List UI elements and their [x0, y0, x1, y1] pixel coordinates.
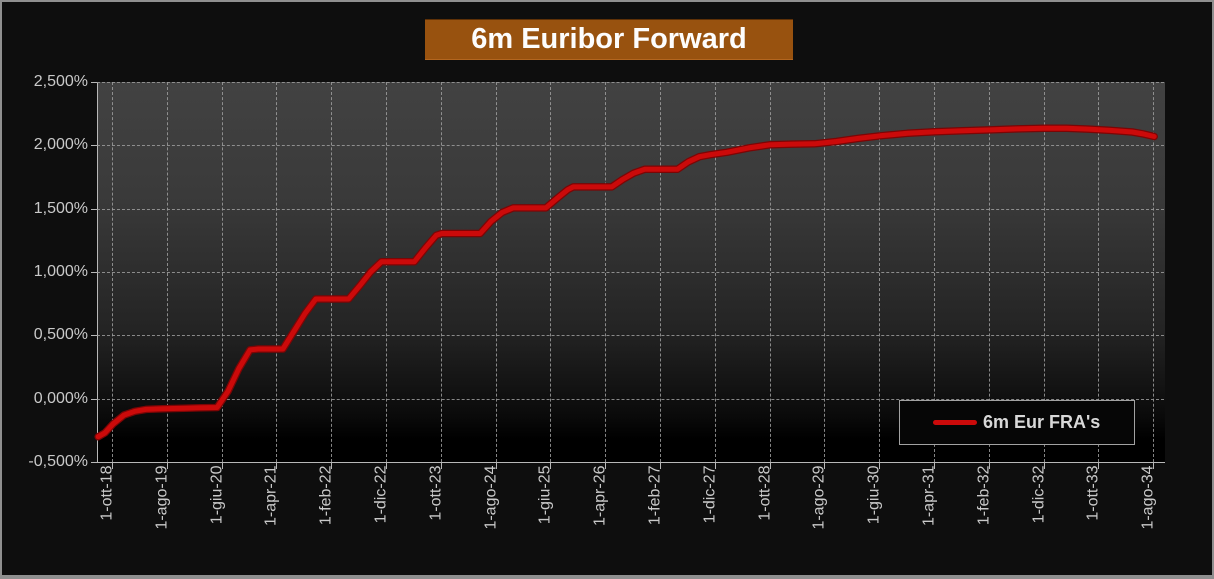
x-axis-tick-label: 1-dic-32 — [1030, 465, 1048, 524]
y-tick-mark — [91, 208, 97, 210]
x-tick-mark — [276, 463, 278, 469]
x-gridline — [605, 82, 607, 462]
x-gridline — [879, 82, 881, 462]
y-gridline — [97, 398, 1164, 400]
x-axis-tick-label: 1-feb-27 — [646, 465, 664, 526]
x-axis-tick-label: 1-ago-29 — [810, 465, 828, 530]
x-tick-mark — [1153, 463, 1155, 469]
x-gridline — [660, 82, 661, 462]
x-axis-tick-label: 1-giu-25 — [536, 465, 554, 525]
x-tick-mark — [660, 463, 661, 469]
x-gridline — [112, 82, 113, 462]
x-axis-tick-label: 1-dic-27 — [701, 465, 719, 524]
y-tick-mark — [91, 398, 97, 400]
y-axis-tick-label: 0,000% — [33, 389, 88, 407]
x-tick-mark — [331, 463, 333, 469]
x-tick-mark — [824, 463, 826, 469]
x-axis-tick-label: 1-ott-33 — [1084, 465, 1102, 521]
y-tick-mark — [91, 272, 97, 273]
x-tick-mark — [605, 463, 607, 469]
x-axis-tick-label: 1-ott-23 — [427, 465, 445, 521]
y-axis-tick-label: 1,500% — [33, 199, 88, 217]
x-axis-tick-label: 1-ago-24 — [482, 465, 500, 530]
y-axis-tick-label: 0,500% — [33, 326, 88, 344]
x-tick-mark — [988, 463, 990, 469]
x-axis-tick-label: 1-apr-31 — [920, 465, 938, 526]
x-gridline — [166, 82, 168, 462]
legend-box: 6m Eur FRA's — [899, 400, 1135, 445]
y-gridline — [97, 82, 1164, 83]
x-gridline — [276, 82, 278, 462]
x-gridline — [221, 82, 223, 462]
chart-title: 6m Euribor Forward — [425, 19, 793, 60]
x-tick-mark — [386, 463, 387, 469]
x-gridline — [769, 82, 771, 462]
x-tick-mark — [440, 463, 442, 469]
x-gridline — [1043, 82, 1045, 462]
x-tick-mark — [550, 463, 552, 469]
y-gridline — [97, 272, 1164, 273]
y-gridline — [97, 208, 1164, 210]
x-gridline — [1098, 82, 1100, 462]
x-gridline — [495, 82, 497, 462]
x-tick-mark — [769, 463, 771, 469]
y-axis-tick-label: -0,500% — [28, 453, 88, 470]
x-gridline — [550, 82, 552, 462]
series-line-6m-eur-fras — [94, 124, 1158, 441]
x-tick-mark — [1043, 463, 1045, 469]
x-gridline — [714, 82, 716, 462]
x-axis-tick-label: 1-ott-28 — [756, 465, 774, 521]
chart-title-text: 6m Euribor Forward — [471, 23, 747, 55]
x-axis-tick-label: 1-dic-22 — [372, 465, 390, 524]
x-gridline — [988, 82, 990, 462]
y-axis-tick-label: 1,000% — [33, 263, 88, 280]
y-tick-mark — [91, 335, 97, 337]
x-gridline — [386, 82, 387, 462]
x-tick-mark — [879, 463, 881, 469]
legend-line-sample — [933, 420, 977, 425]
x-axis-tick-label: 1-giu-30 — [865, 465, 883, 525]
x-axis-tick-label: 1-feb-22 — [317, 465, 335, 526]
y-tick-mark — [91, 145, 97, 147]
x-axis-tick-label: 1-feb-32 — [975, 465, 993, 526]
x-gridline — [331, 82, 333, 462]
y-tick-mark — [91, 82, 97, 83]
x-tick-mark — [166, 463, 168, 469]
x-tick-mark — [112, 463, 113, 469]
y-gridline — [97, 145, 1164, 147]
legend-label: 6m Eur FRA's — [983, 412, 1101, 432]
x-gridline — [934, 82, 935, 462]
x-axis-tick-label: 1-ago-19 — [153, 465, 171, 530]
x-axis-tick-label: 1-ago-34 — [1139, 465, 1157, 530]
x-gridline — [440, 82, 442, 462]
x-tick-mark — [934, 463, 935, 469]
x-tick-mark — [495, 463, 497, 469]
series-line — [95, 125, 1157, 440]
y-axis-tick-label: 2,000% — [33, 136, 88, 154]
series-line-shadow — [94, 124, 1158, 441]
y-tick-mark — [91, 462, 97, 463]
x-axis-tick-label: 1-apr-21 — [262, 465, 280, 526]
x-tick-mark — [221, 463, 223, 469]
y-gridline — [97, 335, 1164, 337]
y-axis-tick-label: 2,500% — [33, 73, 88, 90]
x-axis-tick-label: 1-giu-20 — [208, 465, 226, 525]
x-tick-mark — [714, 463, 716, 469]
x-axis-tick-label: 1-apr-26 — [591, 465, 609, 526]
x-axis-tick-label: 1-ott-18 — [98, 465, 116, 521]
x-gridline — [824, 82, 826, 462]
x-gridline — [1153, 82, 1155, 462]
x-tick-mark — [1098, 463, 1100, 469]
